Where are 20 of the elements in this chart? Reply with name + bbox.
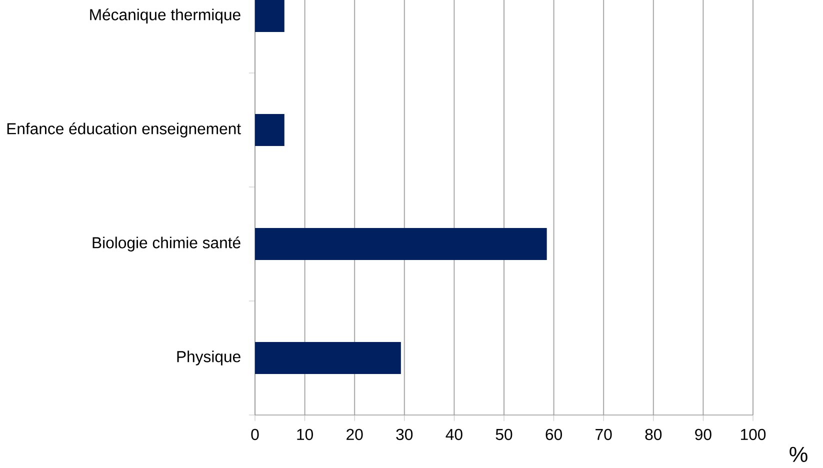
y-tick-label: Physique [177,350,240,366]
x-tick-label: 0 [251,428,259,440]
x-tick-label: 30 [396,428,413,440]
x-tick-label: 40 [446,428,462,440]
x-tick-label: 100 [740,428,766,440]
y-tick-label: Enfance éducation enseignement [7,122,241,138]
bar [255,0,284,32]
y-tick-label: Biologie chimie santé [92,236,240,252]
bar [255,342,401,374]
x-tick-label: 10 [297,428,313,440]
bar [255,228,547,260]
y-tick-label: Mécanique thermique [90,8,240,24]
bar [255,114,284,146]
x-tick-label: 90 [695,428,712,440]
x-tick-label: 20 [346,428,363,440]
x-tick-label: 70 [596,428,612,440]
x-tick-label: 50 [496,428,512,440]
x-tick-label: 60 [546,428,562,440]
x-axis-title: % [790,446,808,462]
x-tick-label: 80 [645,428,662,440]
